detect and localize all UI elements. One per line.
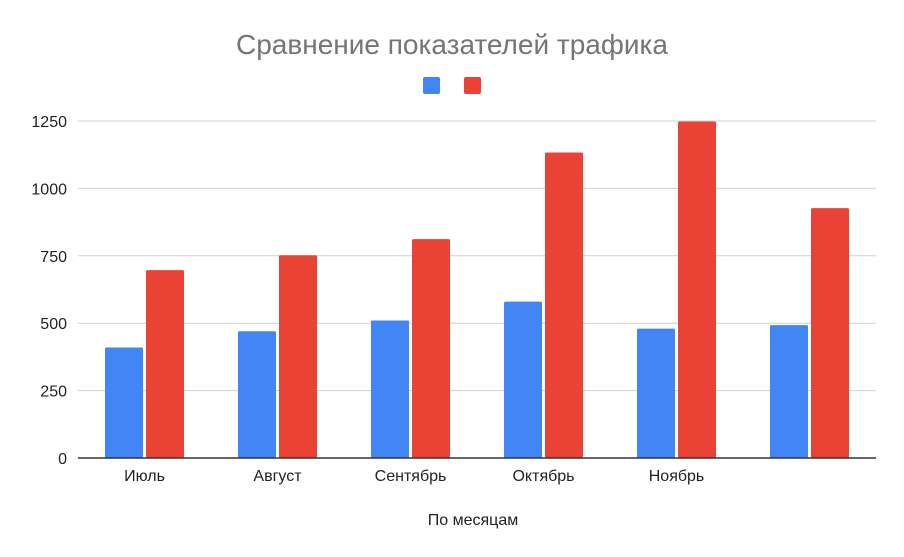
bar-series-2-1 [279,255,317,458]
x-tick-label: Октябрь [512,468,574,485]
bar-series-2-0 [146,270,184,458]
x-axis-ticks: Июль Август Сентябрь Октябрь Ноябрь [124,468,704,485]
x-tick-label: Август [253,468,302,485]
bar-series-2-4 [678,121,716,459]
bar-series-1-1 [238,331,276,458]
y-axis-ticks: 0 250 500 750 1000 1250 [31,114,67,468]
y-tick-label: 500 [40,316,67,333]
y-tick-label: 1250 [31,114,67,131]
bar-series-1-2 [371,320,409,458]
y-tick-label: 250 [40,384,67,401]
bar-series-2-5 [811,208,849,458]
bar-series-2-3 [545,152,583,458]
bar-series-1-0 [105,347,143,458]
x-axis-title: По месяцам [428,512,518,529]
legend [423,77,481,94]
bar-series-2-2 [412,239,450,458]
x-tick-label: Июль [124,468,165,485]
bar-series-1-5 [770,325,808,458]
chart-title: Сравнение показателей трафика [236,29,668,60]
y-tick-label: 750 [40,249,67,266]
y-tick-label: 1000 [31,181,67,198]
bar-series-1-3 [504,301,542,458]
legend-swatch-1 [423,77,440,94]
y-tick-label: 0 [58,451,67,468]
x-tick-label: Ноябрь [649,468,705,485]
x-tick-label: Сентябрь [375,468,447,485]
bar-series-1-4 [637,328,675,458]
gridlines [78,120,876,392]
legend-swatch-2 [464,77,481,94]
bars [105,121,849,459]
